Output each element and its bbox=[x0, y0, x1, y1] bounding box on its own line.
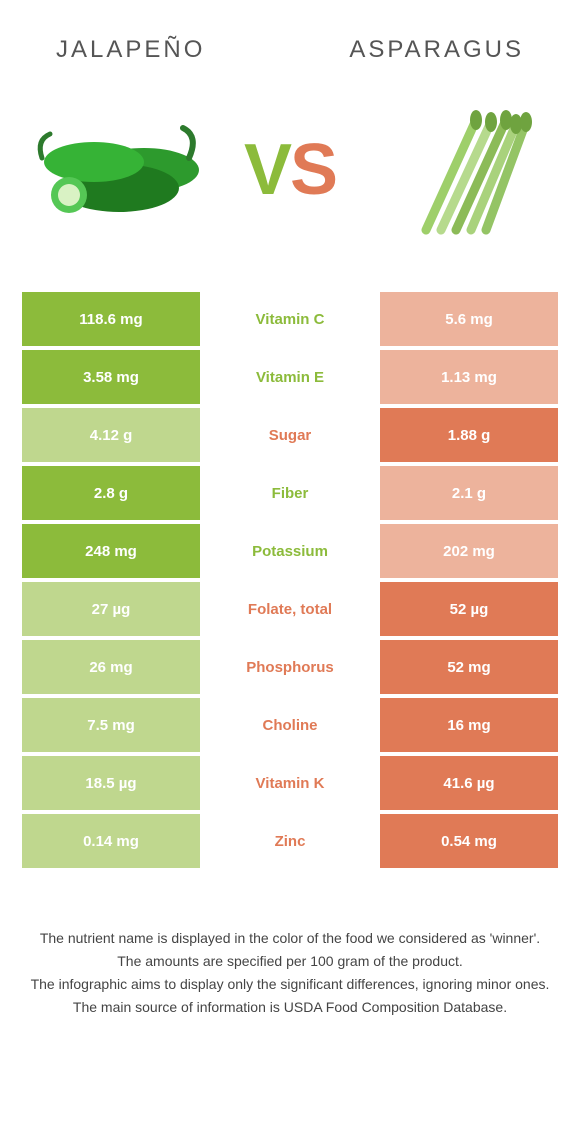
nutrient-name: Vitamin K bbox=[200, 756, 380, 810]
vs-label: VS bbox=[244, 129, 336, 211]
table-row: 3.58 mgVitamin E1.13 mg bbox=[22, 350, 558, 404]
left-value: 118.6 mg bbox=[22, 292, 200, 346]
table-row: 4.12 gSugar1.88 g bbox=[22, 408, 558, 462]
right-value: 202 mg bbox=[380, 524, 558, 578]
footnote-line: The infographic aims to display only the… bbox=[28, 974, 552, 995]
left-value: 7.5 mg bbox=[22, 698, 200, 752]
right-value: 1.13 mg bbox=[380, 350, 558, 404]
right-value: 2.1 g bbox=[380, 466, 558, 520]
left-value: 26 mg bbox=[22, 640, 200, 694]
table-row: 26 mgPhosphorus52 mg bbox=[22, 640, 558, 694]
nutrient-table: 118.6 mgVitamin C5.6 mg3.58 mgVitamin E1… bbox=[0, 292, 580, 868]
left-food-title: JALAPEÑO bbox=[56, 36, 205, 64]
asparagus-image bbox=[366, 100, 556, 240]
left-value: 0.14 mg bbox=[22, 814, 200, 868]
left-value: 248 mg bbox=[22, 524, 200, 578]
table-row: 18.5 µgVitamin K41.6 µg bbox=[22, 756, 558, 810]
footnote-line: The amounts are specified per 100 gram o… bbox=[28, 951, 552, 972]
left-value: 18.5 µg bbox=[22, 756, 200, 810]
left-value: 2.8 g bbox=[22, 466, 200, 520]
vs-v: V bbox=[244, 129, 290, 211]
footnote-line: The nutrient name is displayed in the co… bbox=[28, 928, 552, 949]
footnotes: The nutrient name is displayed in the co… bbox=[0, 872, 580, 1018]
table-row: 248 mgPotassium202 mg bbox=[22, 524, 558, 578]
nutrient-name: Vitamin E bbox=[200, 350, 380, 404]
table-row: 0.14 mgZinc0.54 mg bbox=[22, 814, 558, 868]
footnote-line: The main source of information is USDA F… bbox=[28, 997, 552, 1018]
table-row: 118.6 mgVitamin C5.6 mg bbox=[22, 292, 558, 346]
left-value: 3.58 mg bbox=[22, 350, 200, 404]
vs-s: S bbox=[290, 129, 336, 211]
nutrient-name: Zinc bbox=[200, 814, 380, 868]
table-row: 2.8 gFiber2.1 g bbox=[22, 466, 558, 520]
right-value: 0.54 mg bbox=[380, 814, 558, 868]
table-row: 27 µgFolate, total52 µg bbox=[22, 582, 558, 636]
nutrient-name: Phosphorus bbox=[200, 640, 380, 694]
hero: VS bbox=[0, 72, 580, 292]
left-value: 27 µg bbox=[22, 582, 200, 636]
right-value: 1.88 g bbox=[380, 408, 558, 462]
nutrient-name: Folate, total bbox=[200, 582, 380, 636]
right-value: 52 µg bbox=[380, 582, 558, 636]
right-value: 5.6 mg bbox=[380, 292, 558, 346]
nutrient-name: Choline bbox=[200, 698, 380, 752]
left-value: 4.12 g bbox=[22, 408, 200, 462]
jalapeno-image bbox=[24, 100, 214, 240]
right-value: 16 mg bbox=[380, 698, 558, 752]
right-value: 52 mg bbox=[380, 640, 558, 694]
nutrient-name: Sugar bbox=[200, 408, 380, 462]
nutrient-name: Potassium bbox=[200, 524, 380, 578]
right-food-title: ASPARAGUS bbox=[349, 36, 524, 64]
right-value: 41.6 µg bbox=[380, 756, 558, 810]
nutrient-name: Vitamin C bbox=[200, 292, 380, 346]
header: JALAPEÑO ASPARAGUS bbox=[0, 0, 580, 72]
table-row: 7.5 mgCholine16 mg bbox=[22, 698, 558, 752]
nutrient-name: Fiber bbox=[200, 466, 380, 520]
